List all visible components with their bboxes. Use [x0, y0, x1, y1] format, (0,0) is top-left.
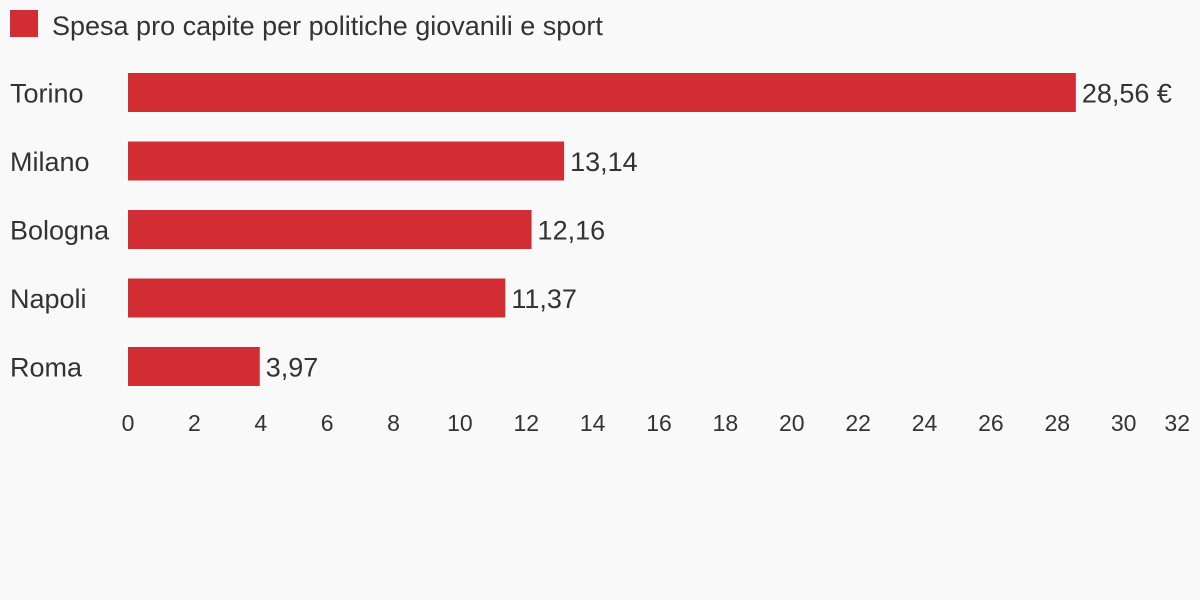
bar: [128, 347, 260, 386]
x-tick-label: 16: [646, 410, 672, 436]
bar: [128, 73, 1076, 112]
x-tick-label: 2: [188, 410, 201, 436]
value-label: 11,37: [511, 284, 577, 314]
category-label: Roma: [10, 353, 83, 383]
value-label: 13,14: [570, 147, 638, 177]
value-label: 28,56 €: [1082, 79, 1172, 109]
category-label: Napoli: [10, 284, 87, 314]
category-label: Torino: [10, 79, 84, 109]
x-tick-label: 24: [912, 410, 938, 436]
legend-swatch: [10, 10, 38, 37]
value-label: 12,16: [538, 216, 606, 246]
x-tick-label: 6: [321, 410, 334, 436]
bar: [128, 141, 565, 181]
category-label: Milano: [10, 147, 90, 177]
x-tick-label: 30: [1111, 410, 1137, 436]
x-tick-label: 12: [513, 410, 539, 436]
x-tick-label: 22: [845, 410, 871, 436]
x-tick-label: 18: [713, 410, 739, 436]
x-tick-label: 28: [1044, 410, 1070, 436]
bar: [128, 210, 532, 249]
x-tick-label: 20: [779, 410, 805, 436]
x-tick-label: 4: [254, 410, 267, 436]
x-tick-label: 0: [122, 410, 135, 436]
legend: Spesa pro capite per politiche giovanili…: [10, 10, 603, 44]
legend-label: Spesa pro capite per politiche giovanili…: [52, 11, 603, 41]
value-label: 3,97: [266, 353, 319, 383]
x-tick-label: 10: [447, 410, 473, 436]
x-tick-label: 32: [1164, 410, 1190, 436]
x-tick-label: 8: [387, 410, 400, 436]
x-tick-label: 14: [580, 410, 606, 436]
x-tick-label: 26: [978, 410, 1004, 436]
category-label: Bologna: [10, 216, 110, 246]
bar: [128, 278, 506, 318]
